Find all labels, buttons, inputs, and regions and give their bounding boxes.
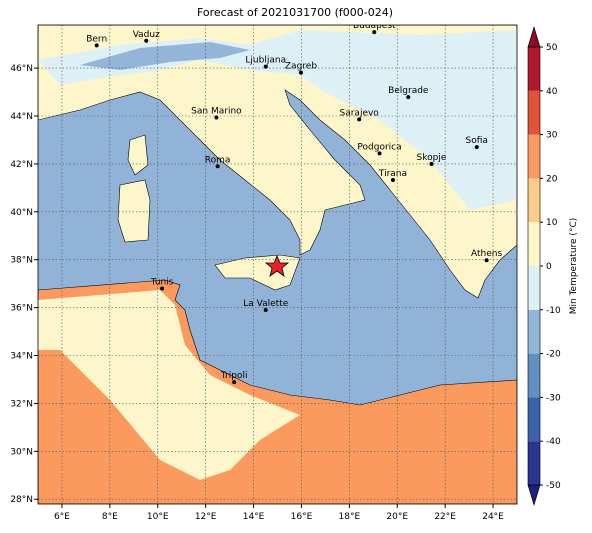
colorbar-under bbox=[527, 484, 541, 507]
corsica bbox=[127, 134, 149, 176]
lon-tick-label: 12°E bbox=[195, 512, 217, 522]
city-dot bbox=[377, 151, 382, 156]
colorbar-segment bbox=[528, 441, 540, 485]
lon-tick-label: 6°E bbox=[54, 512, 70, 522]
map-frame bbox=[37, 24, 518, 505]
city-label: Tirana bbox=[378, 169, 407, 179]
lat-tick-label: 42°N bbox=[10, 160, 33, 170]
colorbar-tick-label: 30 bbox=[546, 131, 558, 141]
colorbar-segment bbox=[528, 178, 540, 223]
lat-tick-label: 32°N bbox=[10, 399, 33, 409]
sardinia bbox=[117, 179, 151, 243]
city-dot bbox=[474, 145, 479, 150]
axis-ticks: 6°E 8°E 10°E 12°E 14°E 16°E 18°E 20°E 22°E 24°E 28… bbox=[10, 64, 504, 522]
colorbar: -50 -40 -30 -20 -10 0 10 20 30 40 50 bbox=[527, 25, 561, 507]
colorbar-segment bbox=[528, 309, 540, 354]
city-label: Ljubljana bbox=[245, 56, 286, 66]
colorbar-segment bbox=[528, 266, 540, 310]
city-label: Roma bbox=[205, 155, 231, 165]
event-star bbox=[264, 254, 290, 277]
lon-tick-label: 14°E bbox=[243, 512, 265, 522]
lon-tick-label: 10°E bbox=[147, 512, 169, 522]
city-label: Bern bbox=[86, 34, 107, 44]
city-dot bbox=[215, 164, 220, 169]
lon-tick-label: 18°E bbox=[339, 512, 361, 522]
city-dot bbox=[232, 380, 237, 385]
colorbar-tick-label: 0 bbox=[546, 262, 552, 272]
title: Forecast of 2021031700 (f000-024) bbox=[197, 6, 393, 19]
city-dot bbox=[144, 38, 149, 43]
city-label: Vaduz bbox=[133, 30, 160, 40]
colorbar-tick-label: -40 bbox=[546, 437, 561, 447]
lat-tick-label: 34°N bbox=[10, 352, 33, 362]
city-label: Sofia bbox=[466, 136, 488, 146]
colorbar-tick-label: -50 bbox=[546, 481, 561, 491]
lat-tick-label: 30°N bbox=[10, 447, 33, 457]
city-label: Athens bbox=[471, 249, 502, 259]
colorbar-segment bbox=[528, 134, 540, 179]
alps-colder bbox=[80, 42, 250, 70]
city-label: Sarajevo bbox=[340, 108, 380, 118]
lat-tick-label: 44°N bbox=[10, 112, 33, 122]
city-dot bbox=[357, 117, 362, 122]
city-dot bbox=[390, 177, 395, 182]
city-dot bbox=[214, 115, 219, 120]
city-dot bbox=[263, 64, 268, 69]
colorbar-over bbox=[527, 25, 541, 48]
colorbar-segment bbox=[528, 353, 540, 398]
colorbar-tick-label: 40 bbox=[546, 87, 558, 97]
city-label: San Marino bbox=[191, 106, 242, 116]
city-dot bbox=[94, 43, 99, 48]
city-dot bbox=[298, 70, 303, 75]
colorbar-tick-label: 50 bbox=[546, 43, 558, 53]
lat-tick-label: 46°N bbox=[10, 64, 33, 74]
colorbar-segment bbox=[528, 90, 540, 135]
colorbar-label: Min Temperature (°C) bbox=[569, 218, 579, 315]
colorbar-segment bbox=[528, 47, 540, 91]
colorbar-tick-label: -30 bbox=[546, 393, 561, 403]
lat-tick-label: 36°N bbox=[10, 304, 33, 314]
lat-tick-label: 38°N bbox=[10, 256, 33, 266]
city-label: Tripoli bbox=[220, 371, 248, 381]
city-dot bbox=[406, 95, 411, 100]
city-dot bbox=[429, 161, 434, 166]
city-label: Belgrade bbox=[388, 86, 429, 96]
lon-tick-label: 8°E bbox=[102, 512, 118, 522]
city-label: Tunis bbox=[150, 277, 174, 287]
city-label: Budapest bbox=[353, 21, 396, 31]
city-dot bbox=[263, 308, 268, 313]
north-africa-mild bbox=[38, 290, 300, 480]
city-dot bbox=[160, 286, 165, 291]
lon-tick-label: 22°E bbox=[434, 512, 456, 522]
city-label: Skopje bbox=[417, 153, 447, 163]
colorbar-tick-label: -10 bbox=[546, 306, 561, 316]
lon-tick-label: 24°E bbox=[482, 512, 504, 522]
colorbar-segment bbox=[528, 222, 540, 266]
colorbar-tick-label: 10 bbox=[546, 218, 558, 228]
lon-tick-label: 16°E bbox=[291, 512, 313, 522]
colorbar-segment bbox=[528, 397, 540, 442]
city-dot bbox=[484, 258, 489, 263]
lat-tick-label: 28°N bbox=[10, 495, 33, 505]
lat-tick-label: 40°N bbox=[10, 208, 33, 218]
city-label: Zagreb bbox=[285, 62, 317, 72]
city-label: Podgorica bbox=[357, 142, 401, 152]
city-dot bbox=[372, 30, 377, 35]
city-label: La Valette bbox=[243, 299, 288, 309]
colorbar-tick-label: -20 bbox=[546, 350, 561, 360]
lon-tick-label: 20°E bbox=[386, 512, 408, 522]
colorbar-tick-label: 20 bbox=[546, 174, 558, 184]
